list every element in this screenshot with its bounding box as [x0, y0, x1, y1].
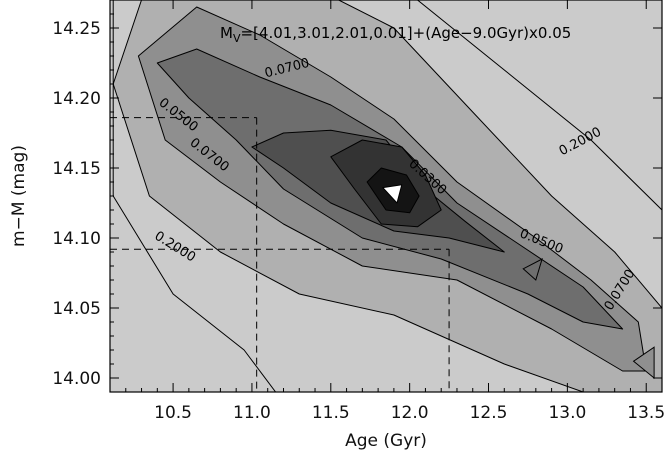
x-tick-label-5: 13.0	[548, 403, 586, 423]
x-tick-label-0: 10.5	[154, 403, 192, 423]
x-tick-label-6: 13.5	[627, 403, 665, 423]
x-tick-label-4: 12.5	[470, 403, 508, 423]
error-bound-guides	[110, 117, 450, 392]
y-tick-label-3: 14.15	[52, 159, 101, 179]
x-tick-label-2: 11.5	[312, 403, 350, 423]
contour-island-0	[522, 258, 543, 281]
y-tick-label-1: 14.05	[52, 299, 101, 319]
y-axis: 14.00 14.05 14.10 14.15 14.20 14.25	[52, 0, 662, 393]
contour-fills	[112, 0, 662, 392]
y-tick-label-0: 14.00	[52, 369, 101, 389]
y-axis-title: m−M (mag)	[9, 145, 29, 247]
y-tick-label-5: 14.25	[52, 19, 101, 39]
model-annotation: MV=[4.01,3.01,2.01,0.01]+(Age−9.0Gyr)x0.…	[220, 24, 571, 45]
contour-island-1	[632, 346, 655, 380]
contour-level-7	[382, 184, 403, 204]
y-tick-label-4: 14.20	[52, 89, 101, 109]
x-tick-label-1: 11.0	[233, 403, 271, 423]
y-tick-label-2: 14.10	[52, 229, 101, 249]
x-tick-label-3: 12.0	[391, 403, 429, 423]
x-axis-title: Age (Gyr)	[345, 431, 427, 451]
x-axis: 10.5 11.0 11.5 12.0 12.5 13.0 13.5	[125, 0, 665, 423]
